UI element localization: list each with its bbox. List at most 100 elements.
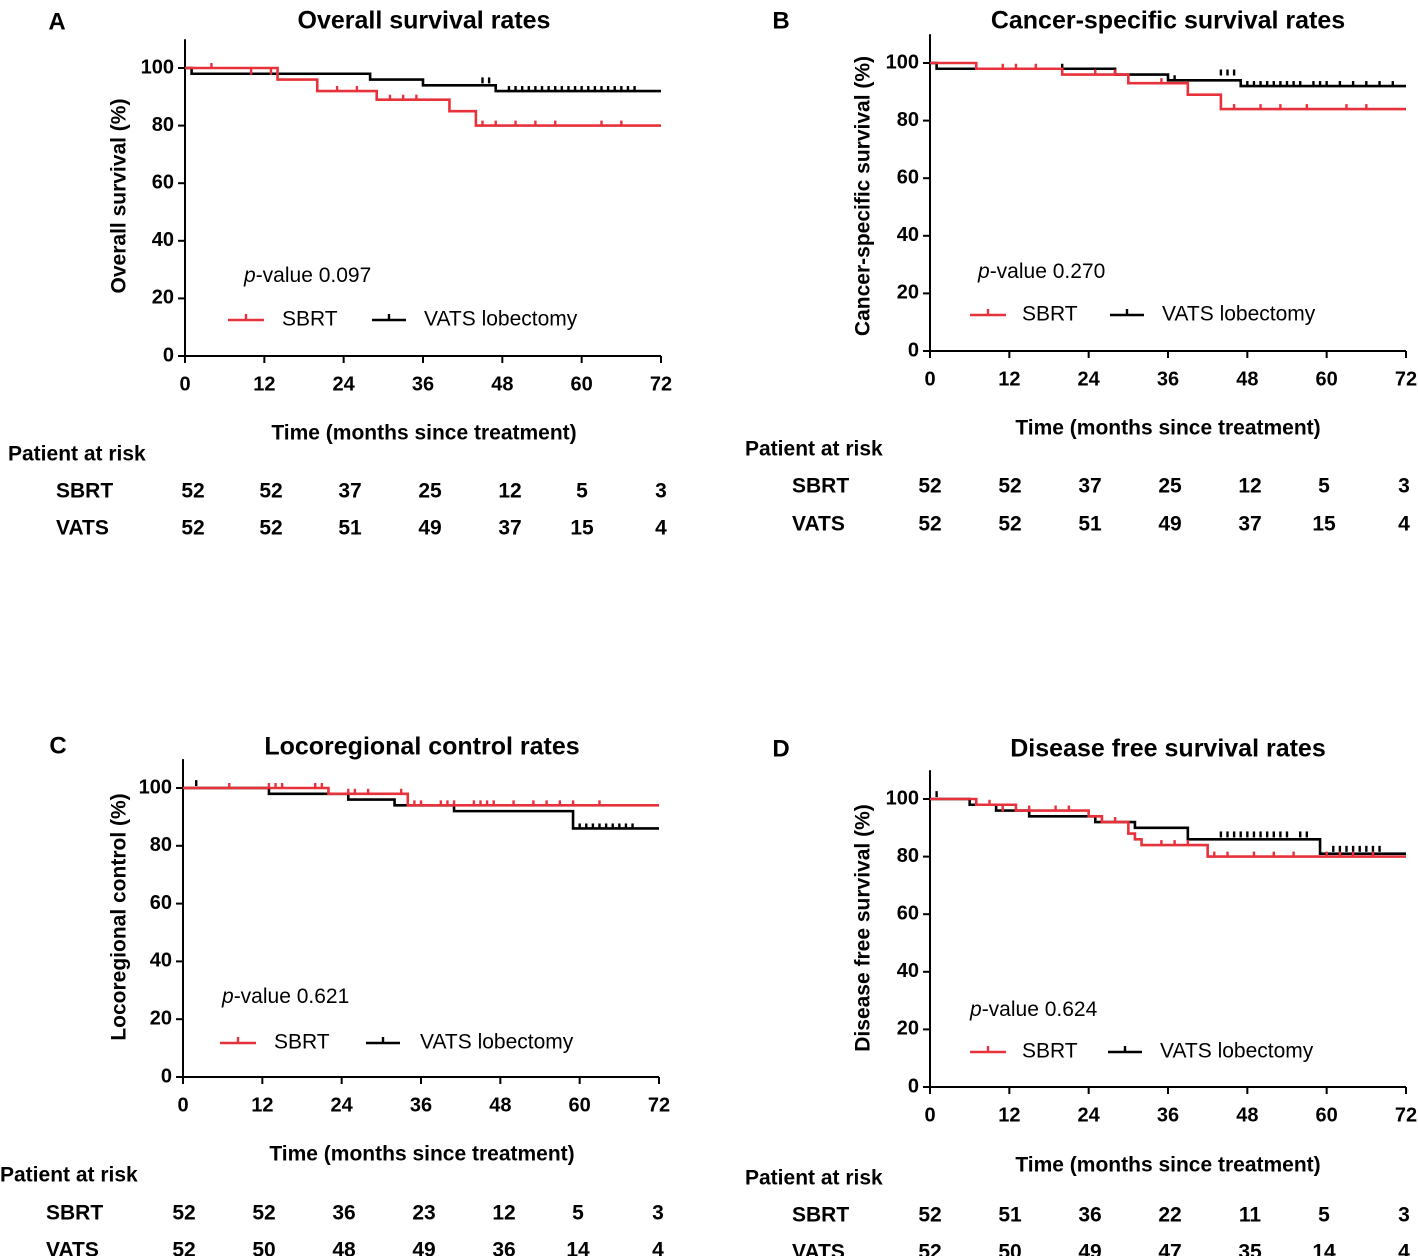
y-tick-label: 100 (886, 51, 919, 73)
risk-value: 25 (418, 480, 442, 503)
risk-table: Patient at risk SBRT 52 52 36 23 12 5 3 VATS 52 50 4… (0, 1164, 664, 1256)
x-tick-label: 72 (650, 373, 672, 395)
y-axis-label: Overall survival (%) (108, 99, 131, 294)
legend-label-vats: VATS lobectomy (420, 1031, 574, 1054)
y-tick-label: 60 (150, 892, 172, 914)
risk-value: 51 (1078, 513, 1102, 536)
risk-value: 52 (918, 513, 941, 536)
risk-value: 5 (1318, 475, 1330, 498)
risk-value: 50 (998, 1241, 1021, 1256)
risk-value: 11 (1239, 1204, 1262, 1227)
risk-value: 47 (1158, 1241, 1181, 1256)
risk-value: 25 (1158, 475, 1182, 498)
risk-value: 14 (1312, 1241, 1336, 1256)
panel-letter: D (772, 735, 789, 762)
x-tick-label: 48 (1236, 368, 1258, 390)
x-tick-label: 36 (1157, 1104, 1179, 1126)
risk-value: 3 (1398, 475, 1410, 498)
risk-value: 15 (570, 517, 594, 540)
x-tick-label: 0 (924, 368, 935, 390)
risk-row-label: SBRT (56, 480, 113, 503)
risk-value: 23 (412, 1202, 435, 1225)
panel-letter: B (772, 7, 789, 34)
panel-title: Locoregional control rates (264, 733, 579, 761)
p-value-annotation: p-value 0.097 (243, 264, 371, 287)
x-tick-label: 12 (251, 1094, 273, 1116)
y-tick-label: 40 (150, 950, 172, 972)
risk-table-title: Patient at risk (745, 1167, 883, 1190)
risk-value: 37 (338, 480, 361, 503)
x-tick-label: 60 (1316, 1104, 1338, 1126)
y-tick-label: 0 (163, 344, 174, 366)
series-vats (185, 66, 661, 93)
risk-value: 52 (918, 475, 941, 498)
risk-value: 49 (1078, 1241, 1101, 1256)
x-axis-label: Time (months since treatment) (1015, 417, 1320, 440)
p-value-prefix: p (969, 998, 982, 1021)
panel-b: B Cancer-specific survival rates020406080… (745, 7, 1417, 536)
risk-value: 4 (652, 1239, 664, 1256)
legend-label-sbrt: SBRT (282, 308, 338, 331)
series-vats (183, 780, 659, 830)
series-sbrt (930, 797, 1406, 858)
risk-value: 12 (1238, 475, 1261, 498)
x-tick-label: 12 (253, 373, 275, 395)
risk-row-label: SBRT (792, 1204, 849, 1227)
x-tick-label: 24 (333, 373, 356, 395)
x-tick-label: 0 (179, 373, 190, 395)
y-axis-label: Cancer-specific survival (%) (852, 56, 875, 336)
x-axis-label: Time (months since treatment) (271, 422, 576, 445)
series-sbrt (183, 783, 659, 807)
legend: SBRT VATS lobectomy (220, 1031, 574, 1054)
x-tick-label: 24 (331, 1094, 354, 1116)
y-tick-label: 80 (152, 114, 174, 136)
survival-curve-line (183, 786, 659, 830)
risk-value: 37 (498, 517, 521, 540)
risk-value: 3 (655, 480, 667, 503)
y-tick-label: 80 (897, 845, 919, 867)
risk-value: 52 (252, 1202, 275, 1225)
x-axis-label: Time (months since treatment) (1015, 1154, 1320, 1177)
x-tick-label: 72 (1395, 1104, 1417, 1126)
x-tick-label: 0 (177, 1094, 188, 1116)
p-value-prefix: p (221, 985, 234, 1008)
y-tick-label: 0 (161, 1065, 172, 1087)
series-sbrt (930, 61, 1406, 111)
y-tick-label: 60 (897, 902, 919, 924)
p-value-annotation: p-value 0.621 (221, 985, 349, 1008)
risk-value: 52 (998, 513, 1021, 536)
legend-label-vats: VATS lobectomy (1160, 1040, 1314, 1063)
legend: SBRT VATS lobectomy (970, 303, 1316, 326)
panel-d: D Disease free survival rates020406080100… (745, 735, 1417, 1256)
risk-value: 52 (998, 475, 1021, 498)
y-tick-label: 40 (897, 224, 919, 246)
p-value-prefix: p (243, 264, 256, 287)
p-value-text: -value 0.624 (982, 998, 1098, 1021)
risk-value: 52 (259, 517, 282, 540)
panel-title: Disease free survival rates (1010, 735, 1326, 763)
x-tick-label: 48 (491, 373, 513, 395)
p-value-text: -value 0.270 (990, 260, 1106, 283)
risk-value: 12 (498, 480, 521, 503)
y-tick-label: 0 (908, 1075, 919, 1097)
risk-value: 3 (652, 1202, 664, 1225)
risk-value: 52 (181, 517, 204, 540)
risk-table: Patient at risk SBRT 52 51 36 22 11 5 3 VATS 52 50 4… (745, 1167, 1410, 1256)
y-tick-label: 60 (897, 166, 919, 188)
y-tick-label: 0 (908, 339, 919, 361)
risk-row-label: SBRT (46, 1202, 103, 1225)
risk-value: 4 (1398, 1241, 1410, 1256)
x-tick-label: 36 (412, 373, 434, 395)
risk-value: 52 (918, 1204, 941, 1227)
legend-label-sbrt: SBRT (1022, 303, 1078, 326)
risk-value: 5 (1318, 1204, 1330, 1227)
y-tick-label: 20 (897, 282, 919, 304)
risk-value: 49 (1158, 513, 1181, 536)
p-value-prefix: p (977, 260, 990, 283)
risk-value: 52 (172, 1202, 195, 1225)
risk-table: Patient at risk SBRT 52 52 37 25 12 5 3 VATS 52 52 5… (8, 443, 667, 540)
x-tick-label: 12 (998, 368, 1020, 390)
x-tick-label: 24 (1078, 368, 1101, 390)
y-tick-label: 40 (152, 229, 174, 251)
